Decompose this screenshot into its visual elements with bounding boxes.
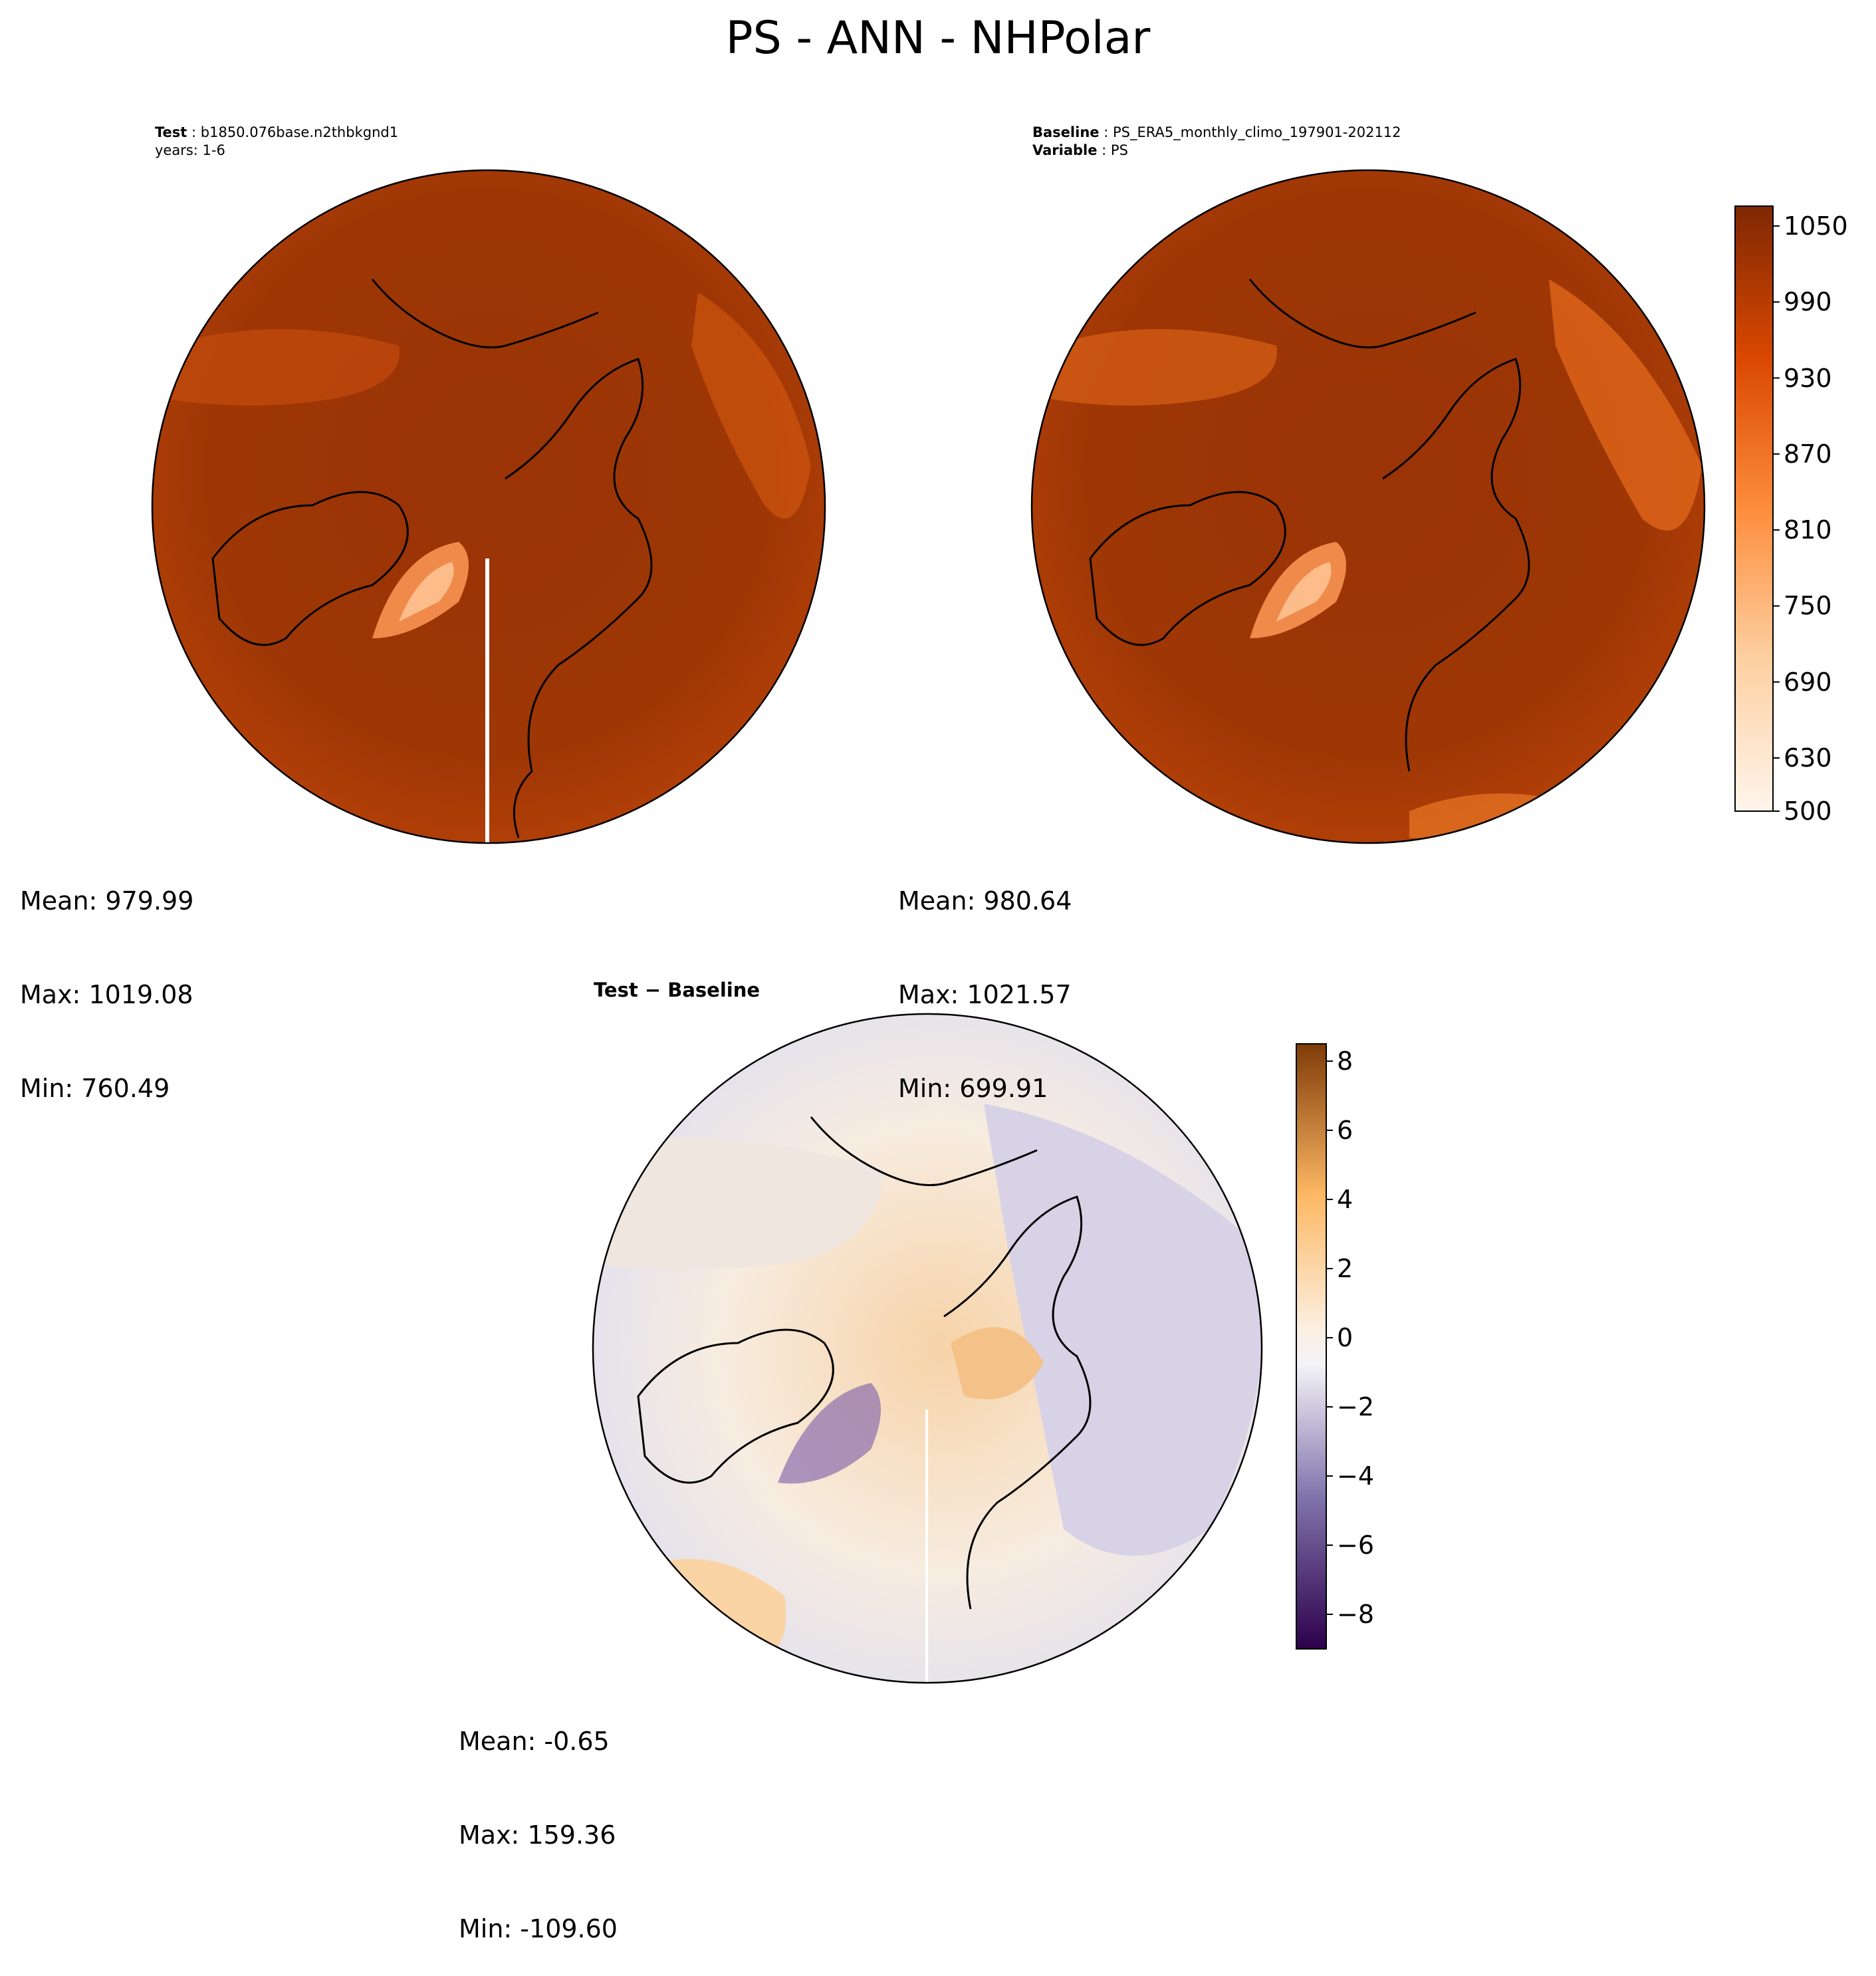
colorbar-baseline-ticks <box>1773 225 1780 812</box>
baseline-coastline-eurasia <box>1382 358 1530 772</box>
test-header: Test : b1850.076base.n2thbkgnd1 years: 1… <box>155 124 399 158</box>
colorbar-baseline-tick-label: 500 <box>1784 797 1832 826</box>
colorbar-diff-tick-label: 4 <box>1337 1185 1353 1214</box>
baseline-map-field <box>1032 170 1704 843</box>
test-header-label: Test <box>155 124 187 140</box>
test-map <box>151 169 826 844</box>
baseline-stat-mean: Mean: 980.64 <box>898 886 1072 916</box>
test-siberia-lowpressure <box>166 329 400 406</box>
diff-barents-positive <box>951 1327 1044 1400</box>
diff-eurasia-noise <box>984 1104 1262 1556</box>
colorbar-diff-tick-label: 0 <box>1337 1323 1353 1352</box>
diff-siberia-noise <box>593 1138 884 1270</box>
test-stat-max: Max: 1019.08 <box>20 980 193 1009</box>
diff-stat-min: Min: -109.60 <box>459 1914 618 1943</box>
test-coastline-alaska <box>371 279 599 348</box>
baseline-tibet-lowpressure <box>1549 279 1702 531</box>
map-canvas <box>151 169 1780 1684</box>
test-stat-mean: Mean: 979.99 <box>20 886 194 916</box>
colorbar-baseline <box>1734 205 1780 812</box>
colorbar-diff-tick-label: −8 <box>1337 1600 1375 1629</box>
colorbar-diff-tick-label: 8 <box>1337 1047 1353 1076</box>
colorbar-baseline-tick-label: 870 <box>1784 439 1832 469</box>
test-map-border <box>151 169 826 844</box>
colorbar-diff-tick-label: −2 <box>1337 1392 1375 1421</box>
colorbar-diff-ticks <box>1326 1060 1333 1615</box>
baseline-map-border <box>1030 169 1706 844</box>
diff-seam-line <box>925 1410 928 1683</box>
colorbar-diff-tick-label: −6 <box>1337 1531 1375 1560</box>
diff-map <box>592 1013 1263 1684</box>
baseline-coastline-canada <box>1089 491 1286 646</box>
test-header-years: years: 1-6 <box>155 142 225 158</box>
baseline-coastline-alaska <box>1248 279 1476 348</box>
baseline-header-label: Baseline <box>1032 124 1100 140</box>
test-map-features <box>166 279 811 843</box>
colorbar-baseline-tick-label: 750 <box>1784 591 1832 621</box>
test-seam-line <box>485 558 489 843</box>
test-stat-min: Min: 760.49 <box>20 1074 170 1103</box>
diff-title: Test − Baseline <box>594 979 761 1001</box>
colorbar-baseline-tick-label: 990 <box>1784 287 1832 317</box>
baseline-header: Baseline : PS_ERA5_monthly_climo_197901-… <box>1032 124 1401 158</box>
colorbar-diff-tick-label: 2 <box>1337 1254 1353 1283</box>
baseline-stats: Mean: 980.64 Max: 1021.57 Min: 699.91 <box>898 823 1072 1136</box>
diff-coastline-canada <box>637 1328 834 1484</box>
test-tibet-lowpressure <box>691 293 811 519</box>
colorbar-baseline-tick-label: 1050 <box>1784 211 1848 241</box>
baseline-siberia-lowpressure <box>1050 329 1277 406</box>
colorbar-baseline-tick-label: 690 <box>1784 667 1832 697</box>
figure-title: PS - ANN - NHPolar <box>725 12 1151 64</box>
colorbar-diff-tick-label: −4 <box>1337 1461 1375 1491</box>
baseline-stat-max: Max: 1021.57 <box>898 980 1072 1009</box>
diff-stat-max: Max: 159.36 <box>459 1820 616 1850</box>
baseline-variable-value: PS <box>1110 142 1128 158</box>
baseline-variable-label: Variable <box>1032 142 1098 158</box>
baseline-stat-min: Min: 699.91 <box>898 1074 1048 1103</box>
test-coastline-eurasia <box>505 358 653 838</box>
diff-greenland-negative <box>778 1383 881 1484</box>
diff-stats: Mean: -0.65 Max: 159.36 Min: -109.60 <box>459 1664 618 1976</box>
colorbar-diff <box>1296 1043 1333 1650</box>
test-stats: Mean: 979.99 Max: 1019.08 Min: 760.49 <box>20 823 193 1136</box>
colorbar-baseline-tick-label: 930 <box>1784 363 1832 393</box>
diff-map-border <box>592 1013 1263 1684</box>
colorbar-diff-tick-label: 6 <box>1337 1116 1353 1145</box>
diff-coastline-alaska <box>810 1116 1038 1186</box>
baseline-header-value: PS_ERA5_monthly_climo_197901-202112 <box>1112 124 1401 140</box>
colorbar-diff-bar <box>1296 1043 1327 1650</box>
test-coastline-canada <box>211 491 409 646</box>
baseline-greenland-core <box>1276 562 1332 622</box>
colorbar-baseline-tick-label: 630 <box>1784 743 1832 773</box>
test-header-value: b1850.076base.n2thbkgnd1 <box>200 124 399 140</box>
diff-stat-mean: Mean: -0.65 <box>459 1727 610 1756</box>
colorbar-baseline-tick-label: 810 <box>1784 515 1832 545</box>
test-greenland-core <box>399 562 454 622</box>
diff-coastline-eurasia <box>943 1195 1092 1610</box>
colorbar-baseline-bar <box>1734 205 1774 812</box>
baseline-map <box>1030 169 1706 844</box>
